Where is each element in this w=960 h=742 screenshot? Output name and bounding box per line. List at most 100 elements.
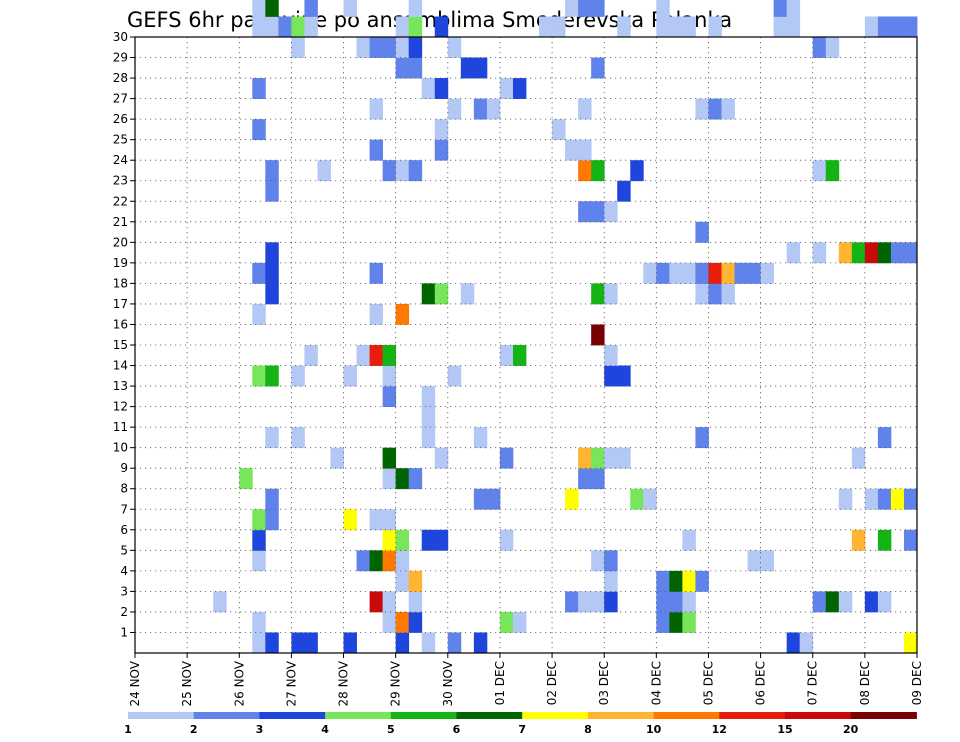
heatmap-cell	[877, 529, 892, 551]
heatmap-cell	[812, 242, 827, 264]
heatmap-cell	[252, 262, 266, 284]
legend-swatch	[587, 712, 655, 719]
heatmap-cell	[734, 262, 748, 284]
heatmap-cell	[604, 550, 618, 572]
heatmap-cell	[408, 0, 423, 17]
heatmap-cell	[669, 570, 683, 592]
heatmap-cell	[591, 0, 605, 17]
legend-label: 7	[518, 723, 526, 736]
heatmap-cell	[669, 262, 683, 284]
heatmap-cell	[682, 262, 696, 284]
heatmap-cell	[578, 201, 592, 223]
heatmap-cell	[408, 570, 423, 592]
heatmap-cell	[578, 591, 592, 613]
heatmap-cell	[369, 98, 384, 120]
heatmap-cell	[903, 242, 918, 264]
heatmap-cell	[877, 591, 892, 613]
legend-swatch	[719, 712, 786, 719]
heatmap-cell	[539, 16, 553, 38]
heatmap-cell	[408, 16, 423, 38]
heatmap-cell	[252, 611, 266, 633]
legend-swatch	[193, 712, 260, 719]
heatmap-cell	[252, 632, 266, 654]
heatmap-cell	[695, 427, 709, 449]
heatmap-cell	[408, 160, 423, 182]
heatmap-cell	[617, 180, 631, 202]
heatmap-cell	[382, 529, 397, 551]
heatmap-cell	[356, 550, 370, 572]
heatmap-cell	[265, 427, 279, 449]
heatmap-cell	[604, 345, 618, 366]
y-tick-label: 8	[120, 482, 128, 496]
legend-swatch	[785, 712, 852, 719]
x-axis: 24 NOV 25 NOV 26 NOV 27 NOV 28 NOV 29 NOV 30 N…	[128, 653, 924, 707]
y-tick-label: 10	[113, 441, 128, 455]
heatmap-cell	[825, 37, 840, 58]
heatmap-cell	[252, 365, 266, 387]
heatmap-cell	[304, 632, 318, 654]
heatmap-cell	[395, 550, 410, 572]
x-tick-label: 07 DEC	[806, 661, 820, 705]
heatmap-cell	[382, 447, 397, 469]
y-tick-label: 26	[113, 112, 128, 126]
heatmap-cell	[838, 488, 853, 510]
grid-lines	[134, 36, 918, 653]
heatmap-cell	[382, 611, 397, 633]
y-tick-label: 28	[113, 71, 128, 85]
y-tick-label: 18	[113, 276, 128, 290]
heatmap-cell	[252, 16, 266, 38]
legend-swatch	[653, 712, 720, 719]
legend-swatch	[325, 712, 392, 719]
x-tick-label: 04 DEC	[649, 661, 663, 705]
heatmap-cell	[265, 632, 279, 654]
heatmap-cell	[291, 632, 305, 654]
heatmap-cell	[877, 488, 892, 510]
heatmap-cell	[434, 139, 449, 161]
heatmap-cell	[656, 0, 670, 17]
heatmap-cell	[512, 78, 527, 99]
y-tick-label: 15	[113, 338, 128, 352]
heatmap-cell	[421, 406, 436, 428]
heatmap-cell	[252, 529, 266, 551]
heatmap-cell	[851, 242, 866, 264]
heatmap-cell	[630, 488, 644, 510]
heatmap-cell	[604, 283, 618, 305]
heatmap-cell	[343, 0, 357, 17]
legend-label: 10	[646, 723, 662, 736]
chart-title: GEFS 6hr padavine po ansamblima Smederev…	[127, 8, 732, 32]
x-tick-label: 03 DEC	[597, 661, 611, 705]
y-tick-label: 16	[113, 317, 128, 331]
heatmap-cell	[512, 345, 527, 366]
y-tick-label: 27	[113, 92, 128, 106]
heatmap-cell	[591, 447, 605, 469]
legend-swatch	[850, 712, 917, 719]
heatmap-cell	[421, 386, 436, 407]
heatmap-cell	[252, 0, 266, 17]
heatmap-cell	[473, 57, 488, 79]
legend-swatch	[128, 712, 195, 719]
heatmap-cell	[721, 98, 735, 120]
heatmap-cell	[591, 468, 605, 490]
heatmap-cell	[291, 37, 305, 58]
heatmap-cell	[421, 283, 436, 305]
heatmap-cell	[578, 139, 592, 161]
heatmap-cell	[903, 529, 918, 551]
heatmap-cell	[747, 262, 761, 284]
heatmap-cell	[591, 550, 605, 572]
y-tick-label: 22	[113, 194, 128, 208]
heatmap-cell	[343, 509, 357, 531]
heatmap-cell	[369, 550, 384, 572]
heatmap-cell	[617, 16, 631, 38]
heatmap-cell	[369, 37, 384, 58]
y-tick-label: 14	[113, 359, 128, 373]
heatmap-cell	[382, 509, 397, 531]
heatmap-cell	[760, 262, 775, 284]
heatmap-cell	[434, 78, 449, 99]
legend-label: 1	[124, 723, 132, 736]
heatmap-cell	[773, 16, 788, 38]
heatmap-cell	[213, 591, 227, 613]
heatmap-cell	[473, 427, 488, 449]
heatmap-cell	[565, 591, 579, 613]
heatmap-cell	[604, 591, 618, 613]
heatmap-cell	[421, 632, 436, 654]
